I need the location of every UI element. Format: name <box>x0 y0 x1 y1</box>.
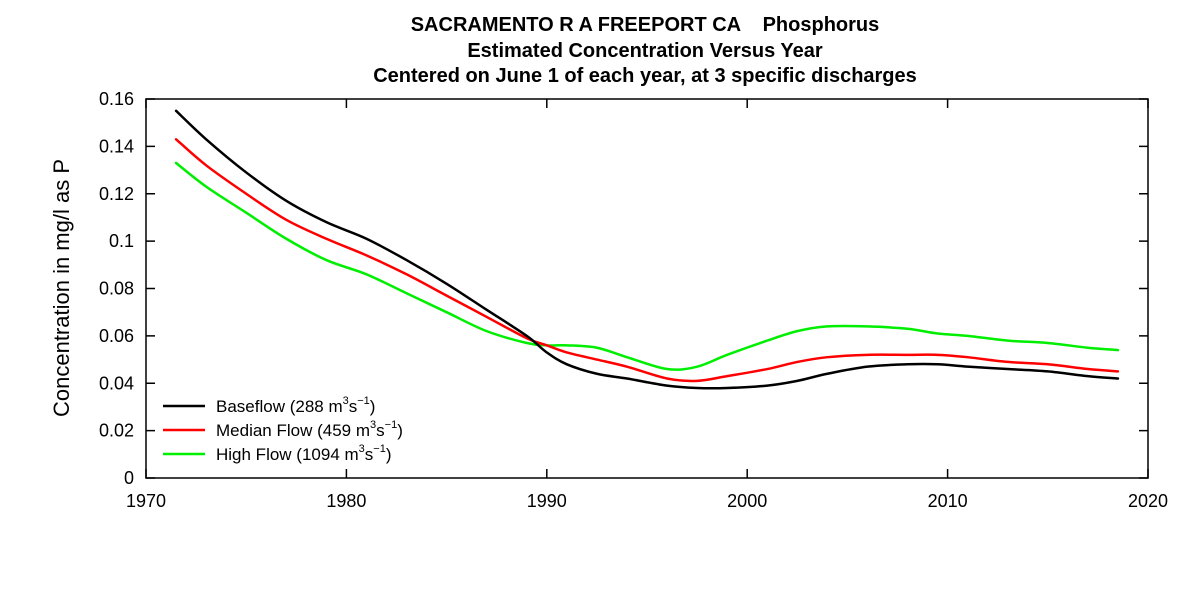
legend-label: Baseflow (288 m3s−1) <box>216 395 375 416</box>
legend-label: High Flow (1094 m3s−1) <box>216 443 392 464</box>
chart-title-line-2: Estimated Concentration Versus Year <box>467 40 823 62</box>
x-tick-label: 2020 <box>1128 491 1168 511</box>
legend-item: Baseflow (288 m3s−1) <box>163 395 375 416</box>
legend-item: Median Flow (459 m3s−1) <box>163 419 403 440</box>
legend-item: High Flow (1094 m3s−1) <box>163 443 392 464</box>
series-line-1 <box>174 138 1120 383</box>
chart-title-line-3: Centered on June 1 of each year, at 3 sp… <box>373 65 917 87</box>
x-tick-label: 2010 <box>928 491 968 511</box>
y-tick-label: 0.12 <box>99 184 134 204</box>
x-tick-label: 2000 <box>727 491 767 511</box>
y-tick-label: 0.16 <box>99 89 134 109</box>
x-axis: 1970 1980 1990 2000 2010 2020 <box>126 99 1168 511</box>
x-tick-label: 1990 <box>527 491 567 511</box>
y-tick-label: 0.02 <box>99 421 134 441</box>
y-tick-label: 0.14 <box>99 136 134 156</box>
y-tick-label: 0 <box>124 468 134 488</box>
plot-frame <box>145 98 1149 479</box>
series-lines <box>174 109 1120 390</box>
y-tick-label: 0.08 <box>99 279 134 299</box>
y-tick-label: 0.04 <box>99 373 134 393</box>
y-axis-label: Concentration in mg/l as P <box>49 159 74 417</box>
legend: Baseflow (288 m3s−1) Median Flow (459 m3s… <box>163 395 403 464</box>
series-line-0 <box>174 109 1120 390</box>
series-line-2 <box>174 161 1120 371</box>
x-tick-label: 1980 <box>326 491 366 511</box>
chart-title: SACRAMENTO R A FREEPORT CA Phosphorus Es… <box>373 14 917 87</box>
y-tick-label: 0.1 <box>109 231 134 251</box>
y-tick-label: 0.06 <box>99 326 134 346</box>
chart-title-line-1: SACRAMENTO R A FREEPORT CA Phosphorus <box>411 14 880 36</box>
legend-label: Median Flow (459 m3s−1) <box>216 419 403 440</box>
x-tick-label: 1970 <box>126 491 166 511</box>
